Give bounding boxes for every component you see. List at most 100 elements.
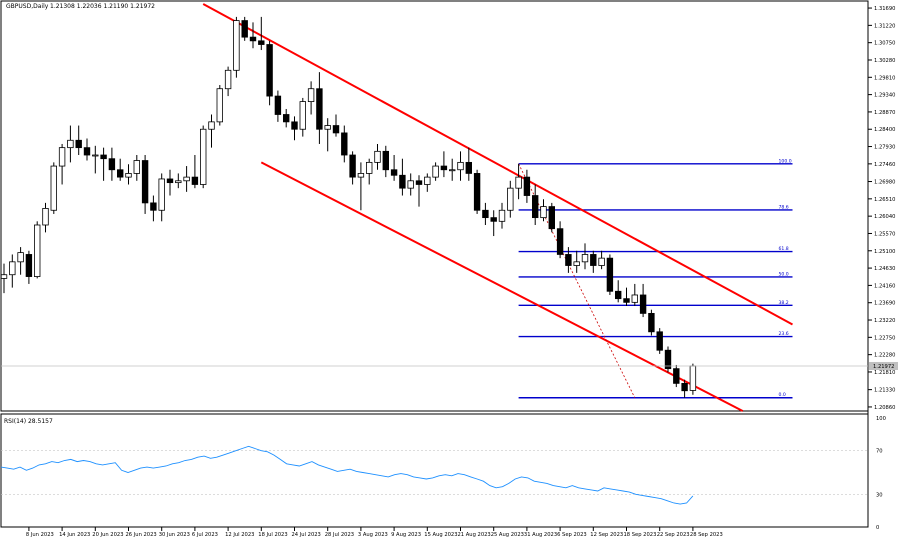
- candle-body: [158, 178, 165, 211]
- y-tick-label: 1.31690: [874, 6, 895, 12]
- candle-body: [374, 150, 381, 163]
- candle-body: [92, 154, 99, 157]
- retracement-dotted-line: [518, 163, 636, 398]
- candle-body: [457, 161, 464, 171]
- candle-body: [581, 254, 589, 263]
- candle-body: [490, 217, 497, 222]
- chart-title-text: GBPUSD,Daily: [6, 3, 49, 10]
- y-tick-label: 1.27460: [874, 162, 895, 168]
- candle-body: [324, 125, 331, 130]
- candle-body: [390, 169, 398, 176]
- current-price-badge: [869, 361, 898, 370]
- x-tick-label: 18 Jul 2023: [258, 532, 287, 538]
- y-tick-label: 1.25100: [874, 249, 895, 255]
- x-tick-label: 30 Jun 2023: [159, 532, 190, 538]
- candle-body: [307, 88, 315, 103]
- candle-body: [274, 95, 282, 115]
- x-tick-label: 6 Sep 2023: [557, 532, 587, 538]
- x-tick-label: 24 Jul 2023: [292, 532, 321, 538]
- y-tick-label: 1.24630: [874, 266, 895, 272]
- candle-body: [565, 254, 572, 266]
- rsi-label: RSI(14) 28.5157: [4, 418, 53, 425]
- candle-body: [332, 125, 340, 134]
- rsi-level-label: 70: [876, 449, 883, 455]
- candle-body: [357, 173, 365, 178]
- y-tick-label: 1.26040: [874, 214, 895, 220]
- candle-body: [125, 173, 132, 178]
- candle-body: [349, 154, 356, 178]
- candle-body: [199, 128, 207, 185]
- candle-body: [216, 88, 223, 123]
- y-tick-label: 1.31220: [874, 23, 895, 29]
- y-tick-label: 1.21810: [874, 370, 895, 376]
- candle-body: [473, 173, 481, 211]
- x-tick-label: 21 Aug 2023: [458, 532, 491, 538]
- candle-body: [58, 147, 66, 167]
- candle-body: [673, 368, 680, 384]
- candle-body: [590, 254, 597, 266]
- fib-level-label: 100.0: [779, 158, 792, 164]
- candle-body: [0, 274, 8, 279]
- x-tick-label: 22 Sep 2023: [657, 532, 690, 538]
- candle-body: [365, 161, 373, 174]
- candle-body: [639, 294, 647, 314]
- rsi-panel-frame: [0, 413, 869, 528]
- candle-body: [183, 176, 190, 182]
- fib-level-label: 23.6: [779, 331, 789, 337]
- y-tick-label: 1.20860: [874, 405, 895, 411]
- candle-body: [440, 165, 448, 171]
- candle-body: [266, 44, 273, 97]
- candle-body: [9, 261, 16, 276]
- candle-body: [523, 176, 531, 196]
- candle-body: [291, 121, 298, 130]
- candle-body: [424, 176, 431, 185]
- y-tick-label: 1.23690: [874, 301, 895, 307]
- candle-body: [17, 252, 24, 263]
- y-tick-label: 1.26980: [874, 180, 895, 186]
- candle-body: [166, 178, 174, 184]
- x-tick-label: 12 Jul 2023: [225, 532, 254, 538]
- candle-body: [34, 224, 41, 277]
- candle-body: [664, 349, 672, 370]
- x-tick-label: 28 Sep 2023: [690, 532, 723, 538]
- candle-body: [67, 139, 74, 149]
- candle-body: [316, 88, 323, 130]
- candle-body: [515, 176, 522, 189]
- candle-body: [540, 206, 547, 219]
- main-panel-frame: [0, 0, 869, 412]
- fib-level-label: 50.0: [779, 271, 789, 277]
- candle-body: [83, 147, 91, 156]
- candle-body: [282, 114, 290, 123]
- candle-body: [648, 312, 655, 333]
- candle-body: [75, 139, 82, 149]
- y-tick-label: 1.27930: [874, 145, 895, 151]
- candle-body: [681, 382, 688, 392]
- channel-trendline: [260, 161, 744, 412]
- x-tick-label: 14 Jun 2023: [59, 532, 90, 538]
- rsi-series-line: [0, 445, 694, 505]
- candle-body: [108, 158, 116, 171]
- y-tick-label: 1.30750: [874, 41, 895, 47]
- candle-body: [258, 40, 265, 45]
- y-tick-label: 1.29340: [874, 93, 895, 99]
- candle-body: [382, 150, 389, 171]
- y-tick-label: 1.24160: [874, 283, 895, 289]
- candle-body: [556, 228, 564, 255]
- candle-body: [623, 298, 630, 303]
- candle-body: [224, 69, 232, 90]
- x-tick-label: 15 Aug 2023: [424, 532, 457, 538]
- x-tick-label: 6 Jul 2023: [192, 532, 218, 538]
- candle-body: [191, 176, 199, 185]
- candle-body: [615, 290, 622, 300]
- rsi-level-label: 0: [876, 525, 879, 531]
- fib-level-label: 0.0: [779, 392, 786, 398]
- candle-body: [299, 101, 306, 130]
- x-tick-label: 28 Jul 2023: [325, 532, 354, 538]
- candle-body: [249, 36, 257, 42]
- y-tick-label: 1.23220: [874, 318, 895, 324]
- fib-level-label: 38.2: [779, 300, 789, 306]
- fib-level-label: 61.8: [779, 246, 789, 252]
- x-tick-label: 12 Sep 2023: [590, 532, 623, 538]
